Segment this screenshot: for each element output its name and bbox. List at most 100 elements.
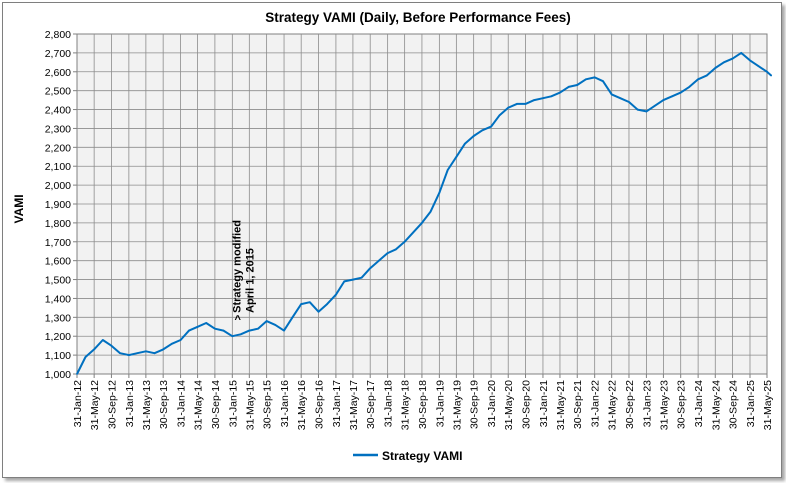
- data-point: [498, 114, 501, 117]
- legend-label: Strategy VAMI: [382, 449, 462, 463]
- data-point: [481, 129, 484, 132]
- x-tick-label: 31-May-20: [503, 380, 515, 430]
- data-point: [291, 316, 294, 319]
- x-tick-label: 31-Jan-16: [279, 380, 291, 427]
- data-point: [455, 155, 458, 158]
- data-point: [93, 348, 95, 351]
- data-point: [76, 373, 78, 375]
- x-tick-label: 31-May-17: [348, 380, 360, 430]
- annotation-text: April 1, 2015: [245, 248, 257, 313]
- data-point: [386, 252, 389, 254]
- data-point: [128, 354, 130, 356]
- data-point: [714, 67, 717, 69]
- data-point: [136, 352, 139, 355]
- y-tick-label: 2,400: [45, 105, 71, 117]
- data-point: [317, 310, 320, 313]
- data-point: [222, 329, 225, 332]
- x-tick-label: 31-Jan-14: [176, 380, 188, 427]
- data-point: [723, 61, 725, 64]
- data-point: [542, 97, 544, 100]
- data-point: [101, 339, 104, 341]
- x-tick-label: 31-May-24: [710, 380, 722, 430]
- y-tick-label: 1,400: [45, 293, 71, 305]
- data-point: [196, 325, 199, 328]
- data-point: [429, 210, 432, 213]
- x-tick-label: 31-May-13: [141, 380, 153, 430]
- y-tick-label: 1,900: [45, 199, 71, 211]
- data-point: [343, 280, 346, 283]
- x-tick-label: 30-Sep-24: [728, 380, 740, 429]
- data-point: [110, 344, 113, 347]
- data-point: [257, 327, 259, 330]
- y-tick-label: 1,700: [45, 237, 71, 249]
- data-point: [309, 301, 311, 304]
- data-point: [205, 322, 208, 324]
- data-point: [576, 84, 579, 86]
- y-tick-label: 1,600: [45, 256, 71, 268]
- x-tick-label: 31-Jan-18: [383, 380, 395, 427]
- y-tick-label: 2,100: [45, 161, 71, 173]
- data-point: [231, 335, 234, 338]
- data-point: [239, 333, 242, 336]
- x-tick-label: 31-May-22: [607, 380, 619, 430]
- legend: Strategy VAMI: [353, 449, 462, 463]
- x-tick-label: 31-Jan-22: [590, 380, 602, 427]
- x-tick-label: 30-Sep-21: [572, 380, 584, 429]
- data-point: [265, 320, 268, 322]
- data-point: [749, 59, 751, 62]
- annotation-marker: ^: [234, 314, 241, 326]
- data-point: [550, 95, 553, 98]
- data-point: [705, 74, 708, 77]
- data-point: [585, 78, 587, 81]
- y-tick-label: 2,200: [45, 142, 71, 154]
- data-point: [84, 356, 87, 358]
- data-point: [766, 70, 768, 73]
- x-tick-label: 30-Sep-23: [676, 380, 688, 429]
- x-tick-label: 31-Jan-15: [227, 380, 239, 427]
- data-point: [516, 103, 518, 105]
- y-tick-label: 1,000: [45, 369, 71, 381]
- data-point: [300, 303, 302, 305]
- data-point: [671, 95, 673, 98]
- plot-area: 1,000 1,100 1,200 1,300 1,400 1,500 1,600 1,700…: [45, 29, 774, 430]
- data-point: [153, 352, 156, 355]
- data-point: [662, 99, 665, 101]
- x-tick-label: 31-May-19: [451, 380, 463, 430]
- data-point: [636, 108, 639, 111]
- data-point: [628, 101, 630, 103]
- data-point: [378, 259, 380, 262]
- x-tick-label: 30-Sep-20: [521, 380, 533, 429]
- data-point: [438, 191, 441, 194]
- data-point: [119, 352, 121, 355]
- x-tick-label: 30-Sep-16: [313, 380, 325, 429]
- data-point: [610, 93, 613, 96]
- x-tick-label: 31-Jan-12: [72, 380, 84, 427]
- data-point: [162, 348, 164, 351]
- x-tick-label: 31-Jan-13: [124, 380, 136, 427]
- data-point: [688, 86, 691, 88]
- data-point: [352, 278, 354, 281]
- data-point: [593, 76, 596, 79]
- data-point: [679, 91, 682, 94]
- data-point: [770, 74, 773, 77]
- x-tick-label: 30-Sep-18: [417, 380, 429, 429]
- data-point: [274, 324, 277, 326]
- y-tick-label: 2,600: [45, 67, 71, 79]
- x-tick-label: 31-May-25: [762, 380, 774, 430]
- data-point: [602, 80, 604, 83]
- data-point: [533, 99, 535, 101]
- x-tick-label: 30-Sep-13: [158, 380, 170, 429]
- x-tick-label: 31-Jan-24: [693, 380, 705, 427]
- chart-title: Strategy VAMI (Daily, Before Performance…: [265, 10, 571, 25]
- data-point: [360, 276, 363, 279]
- data-point: [524, 103, 527, 105]
- data-point: [188, 329, 190, 332]
- data-point: [472, 135, 475, 137]
- data-point: [697, 78, 699, 81]
- data-point: [214, 327, 216, 330]
- y-axis-label: VAMI: [12, 194, 26, 223]
- x-tick-label: 30-Sep-19: [469, 380, 481, 429]
- x-tick-label: 31-Jan-19: [434, 380, 446, 427]
- series-line: [76, 51, 772, 375]
- data-point: [446, 169, 449, 171]
